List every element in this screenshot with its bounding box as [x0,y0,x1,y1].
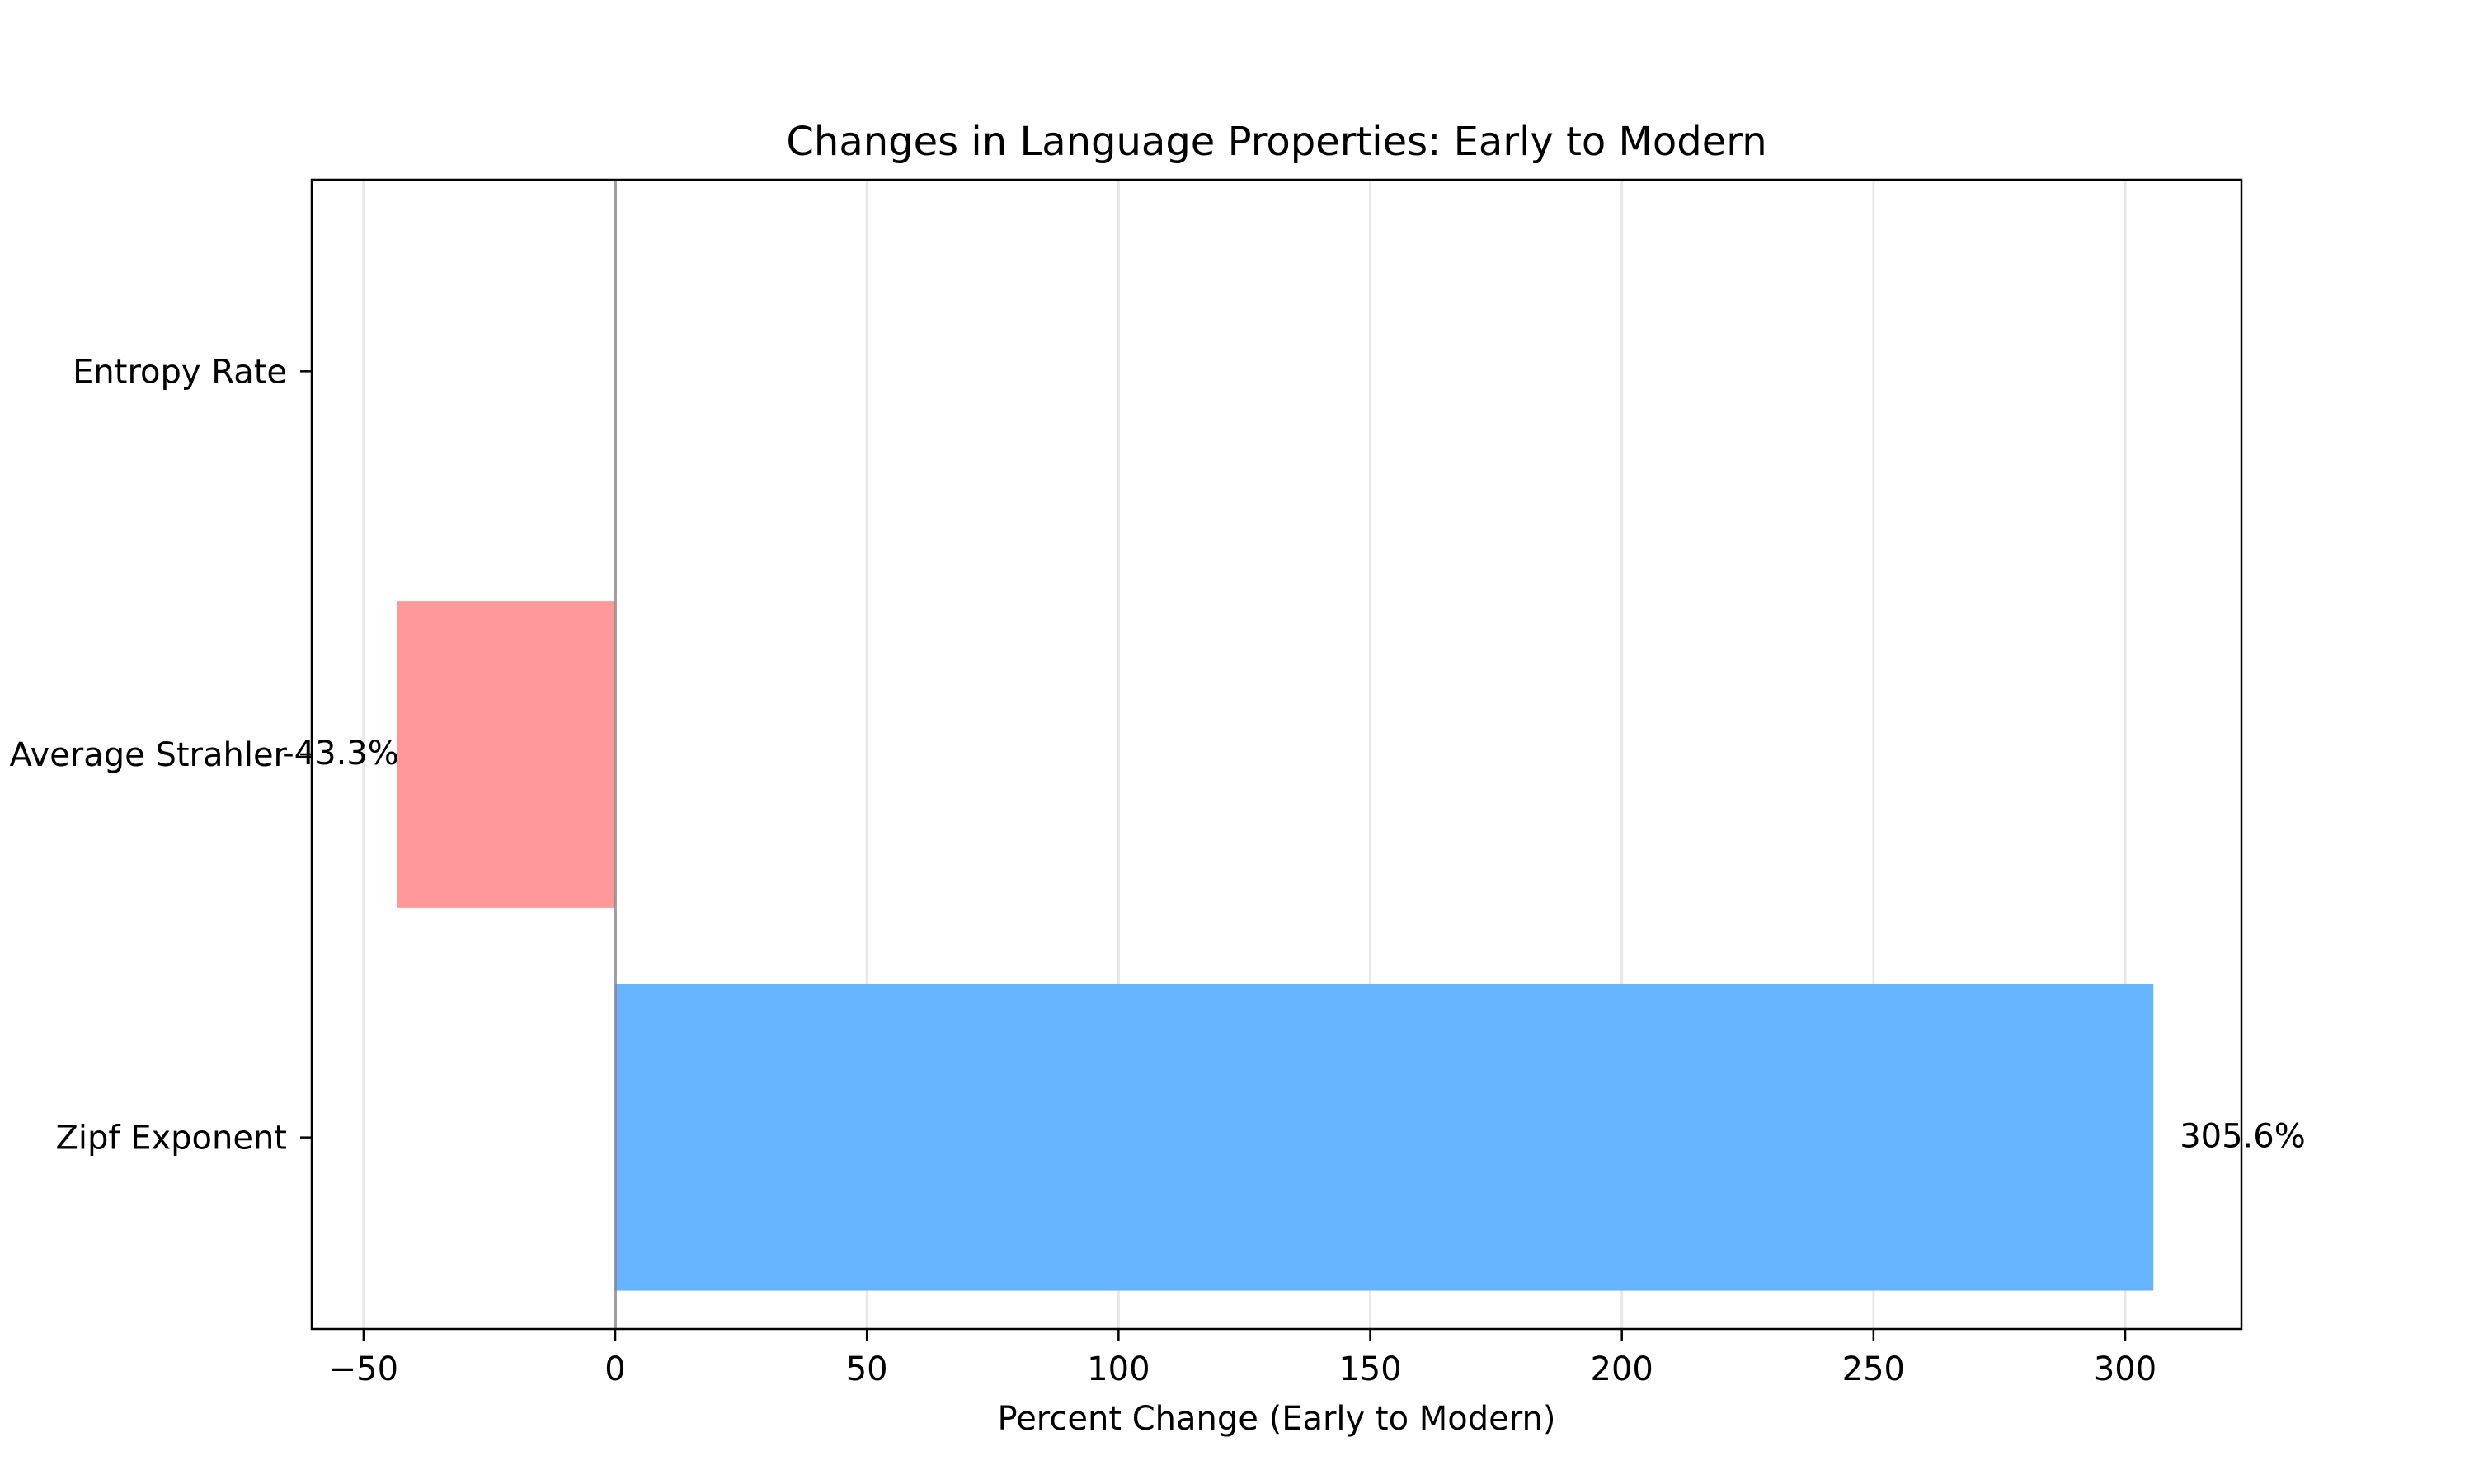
x-tick-label: 300 [2094,1350,2157,1388]
x-tick-label: 250 [1842,1350,1905,1388]
x-tick-label: 50 [846,1350,888,1388]
axis-ticks: −50 0 50 100 150 200 250 300 Entropy Rate Average… [9,353,2157,1388]
data-label: 305.6% [2180,1118,2306,1156]
x-tick-label: 0 [604,1350,625,1388]
bars [397,218,2154,1291]
y-tick-label: Average Strahler [9,736,287,774]
data-label: -43.3% [282,735,399,773]
x-tick-label: 150 [1338,1350,1401,1388]
x-axis-label: Percent Change (Early to Modern) [998,1400,1556,1438]
y-tick-label: Entropy Rate [73,353,287,391]
x-tick-label: −50 [329,1350,398,1388]
bar-zipf-exponent [615,984,2154,1291]
y-tick-label: Zipf Exponent [55,1120,287,1158]
chart-title: Changes in Language Properties: Early to… [786,119,1766,165]
bar-average-strahler [397,601,616,908]
x-tick-label: 100 [1087,1350,1150,1388]
data-labels: -43.3% 305.6% [282,735,2305,1156]
x-tick-label: 200 [1591,1350,1653,1388]
